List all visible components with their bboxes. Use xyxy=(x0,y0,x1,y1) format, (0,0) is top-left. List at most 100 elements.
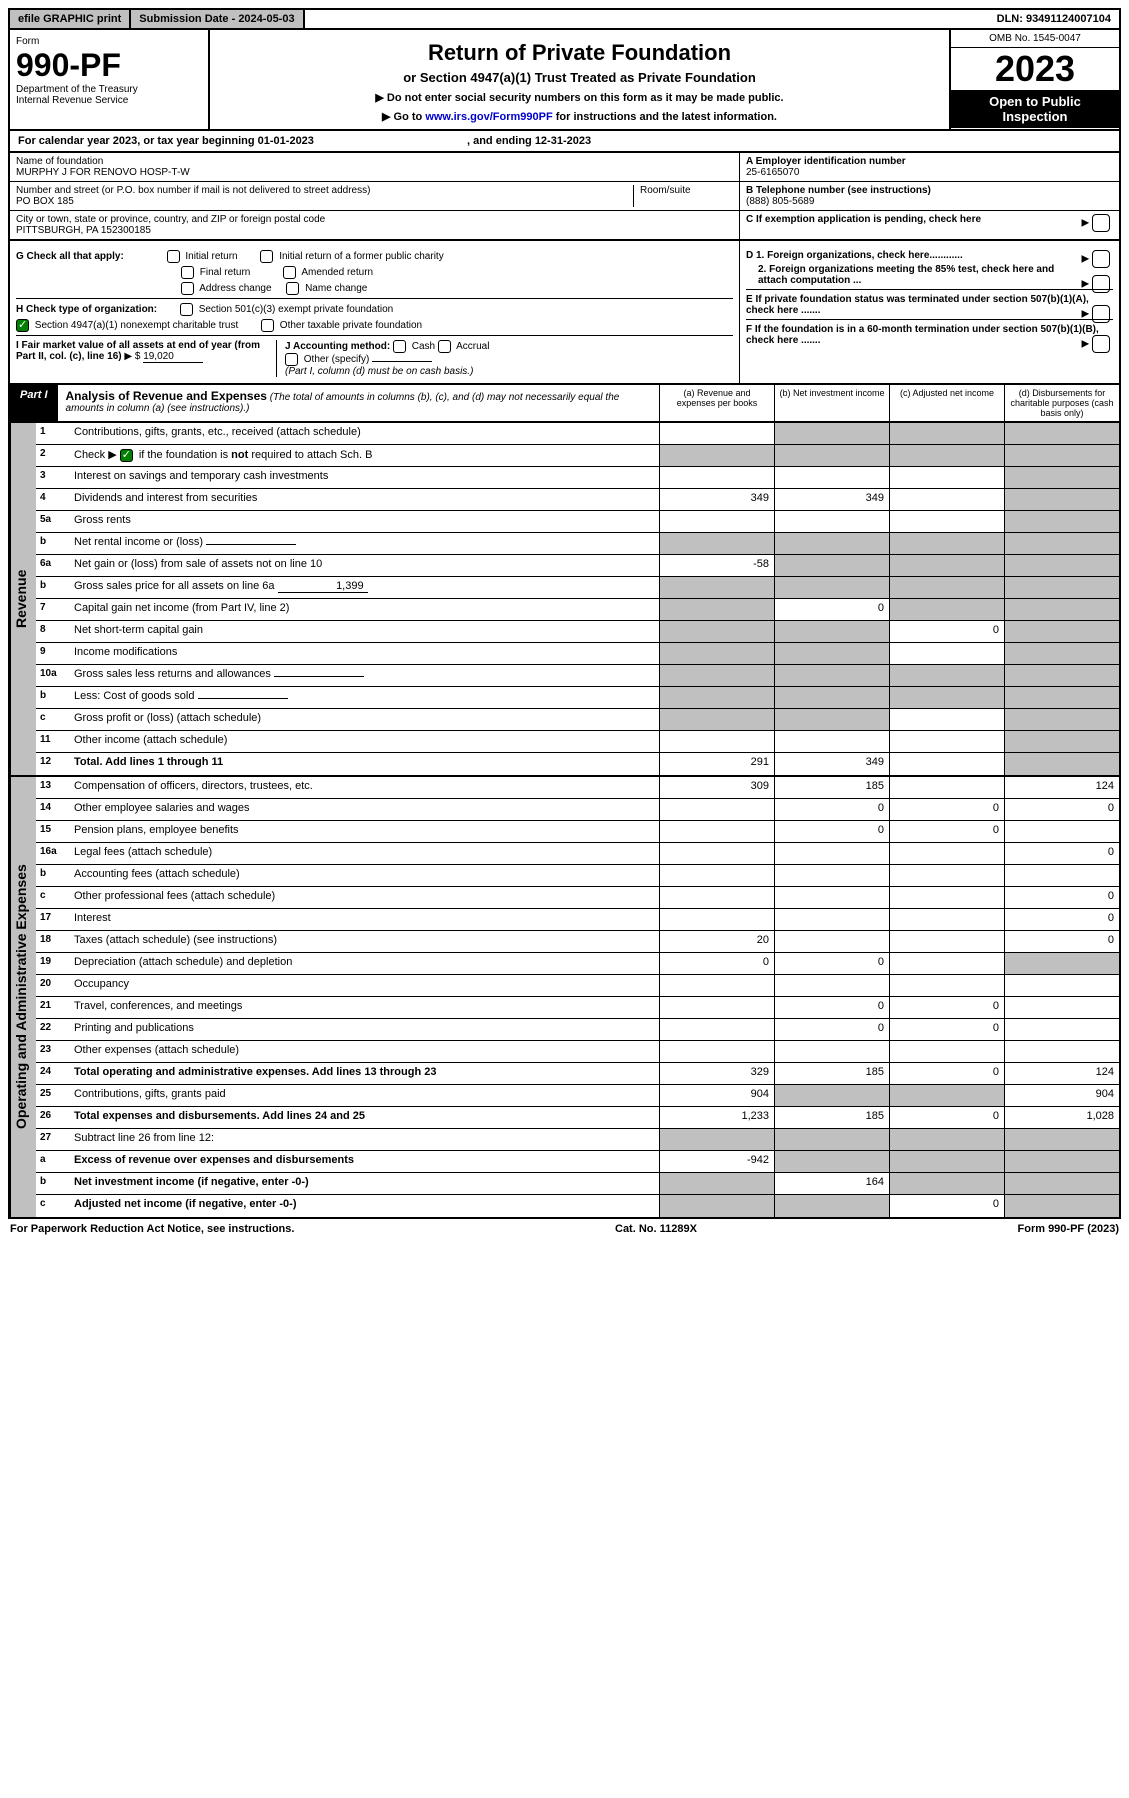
cell-b: 349 xyxy=(774,753,889,775)
cell-c xyxy=(889,909,1004,930)
g-initial-checkbox[interactable] xyxy=(167,250,180,263)
cell-b xyxy=(774,1195,889,1217)
line-number: 20 xyxy=(36,975,70,996)
c-checkbox[interactable] xyxy=(1092,214,1110,232)
cell-b xyxy=(774,843,889,864)
line-label: Travel, conferences, and meetings xyxy=(70,997,659,1018)
cell-b: 185 xyxy=(774,1107,889,1128)
line-number: 25 xyxy=(36,1085,70,1106)
table-row: 9Income modifications xyxy=(36,643,1119,665)
form-number: 990-PF xyxy=(16,47,202,84)
dept-label: Department of the TreasuryInternal Reven… xyxy=(16,84,202,106)
table-row: 25Contributions, gifts, grants paid90490… xyxy=(36,1085,1119,1107)
line-number: 26 xyxy=(36,1107,70,1128)
cell-b xyxy=(774,555,889,576)
tax-year: 2023 xyxy=(951,48,1119,90)
line-number: 11 xyxy=(36,731,70,752)
schb-checkbox[interactable] xyxy=(120,449,133,462)
cell-d: 124 xyxy=(1004,777,1119,798)
cell-b xyxy=(774,643,889,664)
cell-c xyxy=(889,665,1004,686)
check-section: G Check all that apply: Initial return I… xyxy=(8,241,1121,385)
cell-d xyxy=(1004,821,1119,842)
line-label: Printing and publications xyxy=(70,1019,659,1040)
j-accrual-checkbox[interactable] xyxy=(438,340,451,353)
j-other-checkbox[interactable] xyxy=(285,353,298,366)
cell-d xyxy=(1004,665,1119,686)
h-other-checkbox[interactable] xyxy=(261,319,274,332)
cell-c xyxy=(889,1085,1004,1106)
cell-d xyxy=(1004,423,1119,444)
cell-a xyxy=(659,975,774,996)
line-label: Total operating and administrative expen… xyxy=(70,1063,659,1084)
cell-c xyxy=(889,445,1004,466)
cell-a xyxy=(659,1041,774,1062)
cell-c xyxy=(889,975,1004,996)
cell-d xyxy=(1004,997,1119,1018)
phone-value: (888) 805-5689 xyxy=(746,196,814,207)
efile-button[interactable]: efile GRAPHIC print xyxy=(10,10,131,28)
h-501-checkbox[interactable] xyxy=(180,303,193,316)
d2-checkbox[interactable] xyxy=(1092,275,1110,293)
cell-c xyxy=(889,865,1004,886)
cell-a xyxy=(659,533,774,554)
cell-c xyxy=(889,777,1004,798)
f-checkbox[interactable] xyxy=(1092,335,1110,353)
line-number: 18 xyxy=(36,931,70,952)
page-footer: For Paperwork Reduction Act Notice, see … xyxy=(8,1219,1121,1239)
ein-label: A Employer identification number xyxy=(746,156,906,167)
form-label: Form xyxy=(16,36,202,47)
cell-b xyxy=(774,423,889,444)
line-label: Interest xyxy=(70,909,659,930)
h-label: H Check type of organization: xyxy=(16,304,157,315)
cell-c xyxy=(889,843,1004,864)
table-row: 15Pension plans, employee benefits00 xyxy=(36,821,1119,843)
g-final-checkbox[interactable] xyxy=(181,266,194,279)
table-row: 13Compensation of officers, directors, t… xyxy=(36,777,1119,799)
table-row: 12Total. Add lines 1 through 11291349 xyxy=(36,753,1119,775)
city-label: City or town, state or province, country… xyxy=(16,214,733,225)
cell-c: 0 xyxy=(889,1195,1004,1217)
cell-a: 1,233 xyxy=(659,1107,774,1128)
cell-a xyxy=(659,643,774,664)
table-row: bNet rental income or (loss) xyxy=(36,533,1119,555)
line-label: Less: Cost of goods sold xyxy=(70,687,659,708)
line-label: Pension plans, employee benefits xyxy=(70,821,659,842)
line-label: Net gain or (loss) from sale of assets n… xyxy=(70,555,659,576)
line-number: 5a xyxy=(36,511,70,532)
g-address-checkbox[interactable] xyxy=(181,282,194,295)
cell-d xyxy=(1004,467,1119,488)
cell-c xyxy=(889,731,1004,752)
cell-d xyxy=(1004,1195,1119,1217)
line-label: Adjusted net income (if negative, enter … xyxy=(70,1195,659,1217)
line-number: 4 xyxy=(36,489,70,510)
d1-checkbox[interactable] xyxy=(1092,250,1110,268)
cell-c: 0 xyxy=(889,997,1004,1018)
cell-c xyxy=(889,753,1004,775)
line-number: 8 xyxy=(36,621,70,642)
e-checkbox[interactable] xyxy=(1092,305,1110,323)
g-name-checkbox[interactable] xyxy=(286,282,299,295)
irs-link[interactable]: www.irs.gov/Form990PF xyxy=(425,111,552,123)
cell-d xyxy=(1004,555,1119,576)
cell-a xyxy=(659,997,774,1018)
h-4947-checkbox[interactable] xyxy=(16,319,29,332)
footer-left: For Paperwork Reduction Act Notice, see … xyxy=(10,1223,294,1235)
table-row: 3Interest on savings and temporary cash … xyxy=(36,467,1119,489)
table-row: 17Interest0 xyxy=(36,909,1119,931)
g-amended-checkbox[interactable] xyxy=(283,266,296,279)
table-row: 16aLegal fees (attach schedule)0 xyxy=(36,843,1119,865)
cell-d xyxy=(1004,865,1119,886)
j-cash-checkbox[interactable] xyxy=(393,340,406,353)
cell-b: 0 xyxy=(774,799,889,820)
foundation-name: MURPHY J FOR RENOVO HOSP-T-W xyxy=(16,167,733,178)
cell-b xyxy=(774,1085,889,1106)
phone-label: B Telephone number (see instructions) xyxy=(746,185,931,196)
cell-d xyxy=(1004,621,1119,642)
cell-b xyxy=(774,731,889,752)
top-bar: efile GRAPHIC print Submission Date - 20… xyxy=(8,8,1121,30)
cell-d xyxy=(1004,975,1119,996)
table-row: 19Depreciation (attach schedule) and dep… xyxy=(36,953,1119,975)
line-number: 1 xyxy=(36,423,70,444)
g-initial-former-checkbox[interactable] xyxy=(260,250,273,263)
